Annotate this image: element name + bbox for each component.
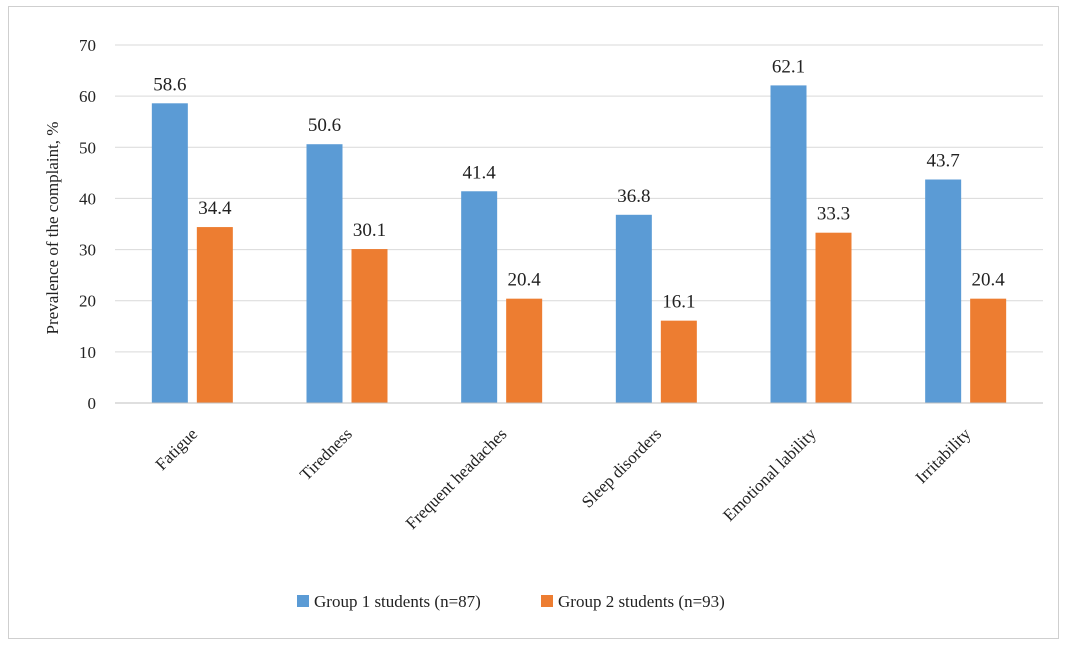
- x-category-label: Frequent headaches: [402, 424, 511, 533]
- bar-series-1: [306, 144, 343, 403]
- data-label: 41.4: [463, 162, 497, 183]
- bar-series-1: [461, 191, 498, 403]
- bar-series-2: [506, 298, 543, 403]
- data-label: 16.1: [662, 292, 695, 313]
- bar-series-1: [770, 85, 807, 403]
- bar-series-1: [151, 103, 188, 403]
- y-tick-label: 20: [79, 292, 96, 311]
- y-tick-label: 60: [79, 87, 96, 106]
- data-label: 43.7: [927, 151, 960, 172]
- chart-frame: [8, 6, 1059, 639]
- legend-label: Group 1 students (n=87): [314, 592, 481, 611]
- legend-label: Group 2 students (n=93): [558, 592, 725, 611]
- data-label: 30.1: [353, 220, 386, 241]
- bar-series-2: [815, 232, 852, 403]
- y-tick-label: 70: [79, 36, 96, 55]
- data-label: 36.8: [617, 186, 650, 207]
- data-label: 34.4: [198, 198, 232, 219]
- bars: [151, 85, 1007, 403]
- bar-series-1: [925, 179, 962, 403]
- x-category-label: Sleep disorders: [578, 424, 665, 511]
- y-axis-label: Prevalence of the complaint, %: [43, 122, 62, 335]
- y-tick-label: 10: [79, 343, 96, 362]
- bar-series-2: [970, 298, 1007, 403]
- data-label: 20.4: [508, 270, 542, 291]
- y-tick-label: 0: [88, 394, 97, 413]
- data-label: 58.6: [153, 74, 186, 95]
- data-label: 62.1: [772, 56, 805, 77]
- x-axis-categories: Fatigue Tiredness Frequent headaches Sleep …: [152, 424, 975, 533]
- x-category-label: Tiredness: [296, 424, 356, 484]
- bar-series-2: [196, 227, 233, 403]
- data-label: 20.4: [972, 270, 1006, 291]
- y-axis-ticks: 0 10 20 30 40 50 60 70: [79, 36, 96, 413]
- data-label: 50.6: [308, 115, 341, 136]
- legend: Group 1 students (n=87) Group 2 students …: [297, 592, 725, 611]
- bar-series-2: [351, 249, 388, 403]
- y-tick-label: 40: [79, 189, 96, 208]
- data-label: 33.3: [817, 204, 850, 225]
- x-category-label: Irritability: [912, 424, 975, 487]
- x-category-label: Emotional lability: [719, 424, 820, 525]
- legend-swatch: [297, 595, 309, 607]
- gridlines: [115, 44, 1043, 353]
- x-category-label: Fatigue: [152, 424, 201, 473]
- bar-series-1: [615, 214, 652, 403]
- bar-series-2: [660, 320, 697, 403]
- legend-swatch: [541, 595, 553, 607]
- y-tick-label: 30: [79, 241, 96, 260]
- y-tick-label: 50: [79, 138, 96, 157]
- data-labels: 58.6 34.4 50.6 30.1 41.4 20.4 36.8 16.1 62.1 33.3…: [153, 56, 1005, 312]
